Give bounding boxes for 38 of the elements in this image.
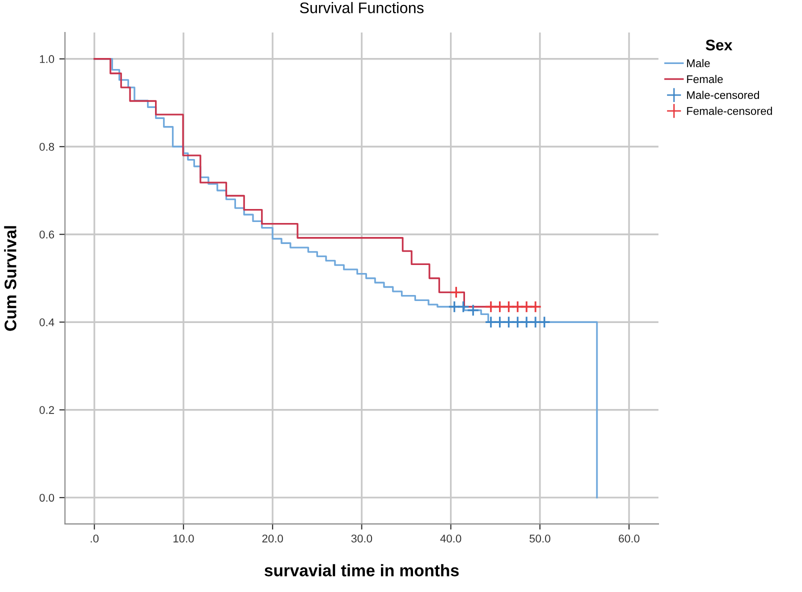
point	[538, 316, 551, 328]
point	[502, 300, 515, 313]
x-tick-label: 60.0	[618, 534, 640, 542]
x-tick-label: .0	[90, 534, 99, 542]
legend-title: Sex	[706, 40, 732, 50]
y-tick-label: 0.8	[40, 142, 54, 151]
point	[494, 300, 506, 313]
point	[484, 300, 498, 313]
x-tick-label: 10.0	[174, 534, 194, 542]
legend-label: Female-censored	[687, 106, 772, 115]
point	[448, 300, 461, 313]
point	[511, 300, 524, 313]
x-tick-label: 20.0	[262, 534, 283, 542]
point	[529, 300, 542, 313]
y-tick-label: 0.6	[40, 230, 54, 239]
x-tick-label: 40.0	[440, 534, 462, 542]
point	[466, 304, 480, 316]
chart-title: Survival Functions	[300, 2, 424, 14]
point	[529, 316, 542, 328]
point	[457, 300, 470, 313]
point	[511, 316, 524, 328]
point	[450, 286, 462, 298]
point	[484, 316, 498, 328]
legend-label: Female	[687, 74, 723, 84]
point	[520, 316, 533, 328]
x-tick-label: 50.0	[530, 534, 550, 542]
legend-label: Male	[687, 59, 710, 68]
x-tick-label: 30.0	[351, 534, 372, 542]
point	[494, 316, 506, 328]
point	[502, 316, 515, 328]
y-tick-label: 0.2	[40, 406, 54, 414]
point	[520, 300, 533, 313]
legend-label: Male-censored	[687, 90, 759, 100]
y-tick-label: 0.0	[40, 494, 54, 502]
y-axis-title: Cum Survival	[4, 226, 16, 331]
y-tick-label: 0.4	[40, 318, 54, 326]
y-tick-label: 1.0	[40, 55, 54, 64]
x-axis-title: survavial time in months	[264, 564, 459, 576]
